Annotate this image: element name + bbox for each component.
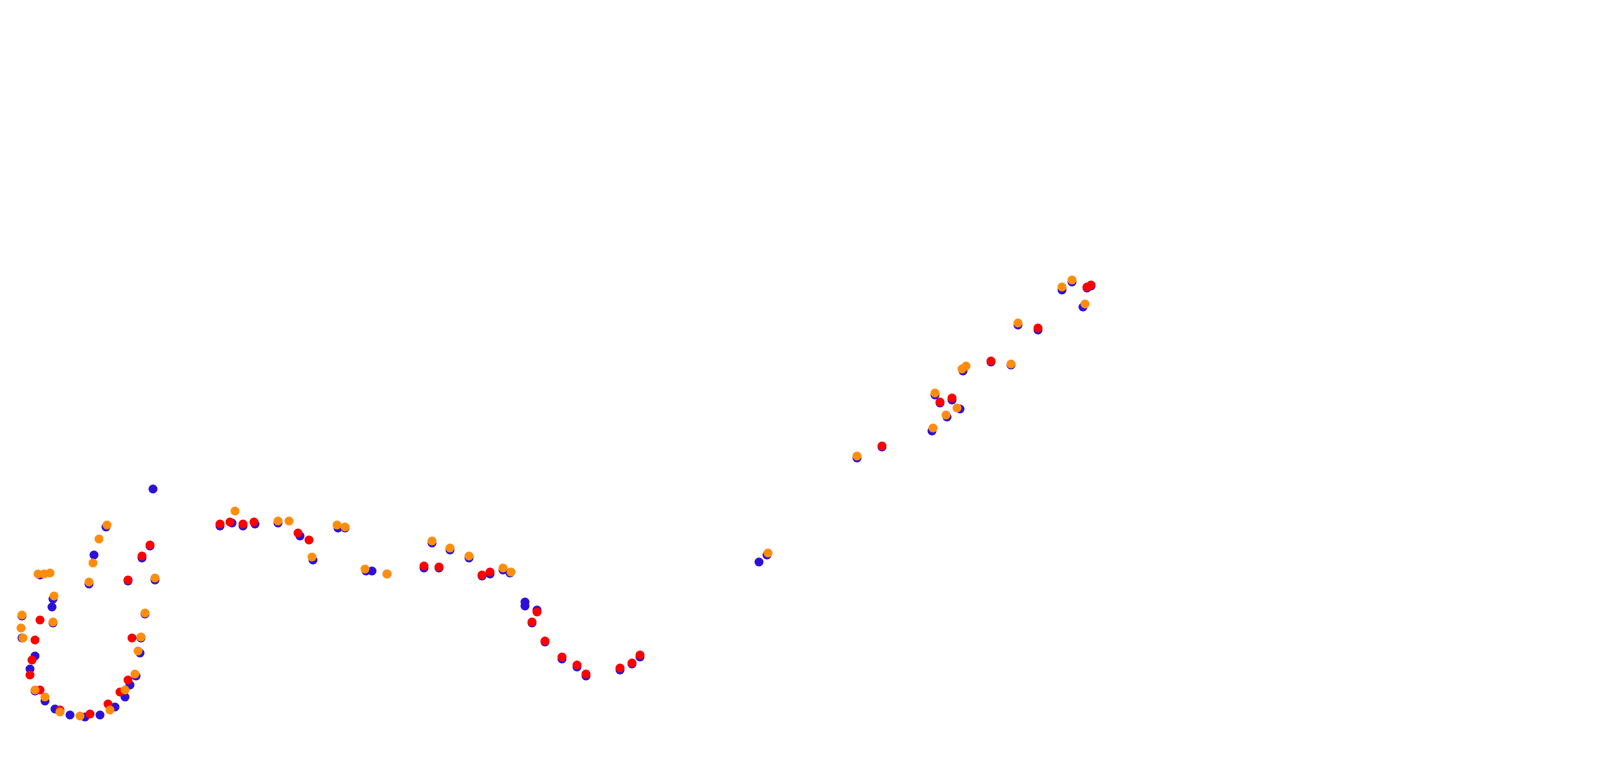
scatter-point	[102, 520, 112, 530]
scatter-point	[477, 570, 487, 580]
scatter-point	[225, 517, 235, 527]
scatter-point	[133, 646, 143, 656]
scatter-point	[293, 528, 303, 538]
scatter-point	[120, 685, 130, 695]
scatter-point	[307, 552, 317, 562]
scatter-point	[506, 567, 516, 577]
scatter-point	[123, 675, 133, 685]
scatter-point	[340, 522, 350, 532]
scatter-point	[1067, 275, 1077, 285]
scatter-point	[1057, 282, 1067, 292]
scatter-point	[1013, 318, 1023, 328]
scatter-point	[952, 403, 962, 413]
scatter-point	[304, 535, 314, 545]
scatter-point	[94, 534, 104, 544]
scatter-point	[140, 608, 150, 618]
scatter-point	[30, 685, 40, 695]
scatter-point	[427, 536, 437, 546]
scatter-point	[35, 615, 45, 625]
scatter-point	[18, 633, 28, 643]
scatter-point	[75, 711, 85, 721]
scatter-point	[150, 573, 160, 583]
scatter-point	[941, 410, 951, 420]
scatter-point	[581, 669, 591, 679]
scatter-point	[572, 660, 582, 670]
scatter-point	[238, 519, 248, 529]
scatter-point	[961, 361, 971, 371]
scatter-point	[1006, 359, 1016, 369]
scatter-point	[935, 397, 945, 407]
scatter-point	[40, 692, 50, 702]
scatter-point	[557, 652, 567, 662]
scatter-point	[17, 610, 27, 620]
scatter-point	[754, 557, 764, 567]
scatter-point	[273, 516, 283, 526]
scatter-point	[947, 393, 957, 403]
scatter-point	[49, 591, 59, 601]
scatter-point	[84, 577, 94, 587]
scatter-point	[1080, 299, 1090, 309]
scatter-point	[55, 707, 65, 717]
scatter-point	[464, 551, 474, 561]
scatter-point	[986, 356, 996, 366]
scatter-point	[30, 635, 40, 645]
scatter-point	[928, 423, 938, 433]
scatter-point	[105, 705, 115, 715]
scatter-point	[635, 650, 645, 660]
scatter-point	[520, 601, 530, 611]
scatter-point	[85, 709, 95, 719]
scatter-point	[877, 441, 887, 451]
scatter-point	[1033, 323, 1043, 333]
scatter-point	[1086, 280, 1096, 290]
scatter-point	[532, 607, 542, 617]
scatter-point	[485, 567, 495, 577]
scatter-point	[136, 632, 146, 642]
scatter-point	[47, 602, 57, 612]
scatter-point	[763, 548, 773, 558]
scatter-point	[434, 562, 444, 572]
scatter-point	[284, 516, 294, 526]
scatter-point	[65, 710, 75, 720]
scatter-point	[540, 636, 550, 646]
scatter-point	[360, 564, 370, 574]
scatter-point	[89, 550, 99, 560]
scatter-point	[498, 563, 508, 573]
scatter-point	[230, 506, 240, 516]
scatter-point	[16, 623, 26, 633]
scatter-point	[419, 561, 429, 571]
scatter-point	[95, 710, 105, 720]
scatter-point	[45, 568, 55, 578]
scatter-point	[852, 451, 862, 461]
scatter-point	[130, 669, 140, 679]
scatter-point	[137, 551, 147, 561]
scatter-point	[445, 543, 455, 553]
scatter-point	[627, 658, 637, 668]
scatter-point	[215, 519, 225, 529]
scatter-point	[249, 517, 259, 527]
scatter-point	[930, 388, 940, 398]
scatter-point	[527, 617, 537, 627]
scatter-point	[123, 575, 133, 585]
scatter-point	[88, 558, 98, 568]
scatter-point	[48, 617, 58, 627]
scatter-point	[367, 566, 377, 576]
scatter-point	[25, 670, 35, 680]
scatter-point	[332, 520, 342, 530]
scatter-point	[145, 540, 155, 550]
scatter-point	[615, 663, 625, 673]
scatter-point	[148, 484, 158, 494]
scatter-point	[27, 655, 37, 665]
scatter-point	[127, 633, 137, 643]
scatter-point	[382, 569, 392, 579]
